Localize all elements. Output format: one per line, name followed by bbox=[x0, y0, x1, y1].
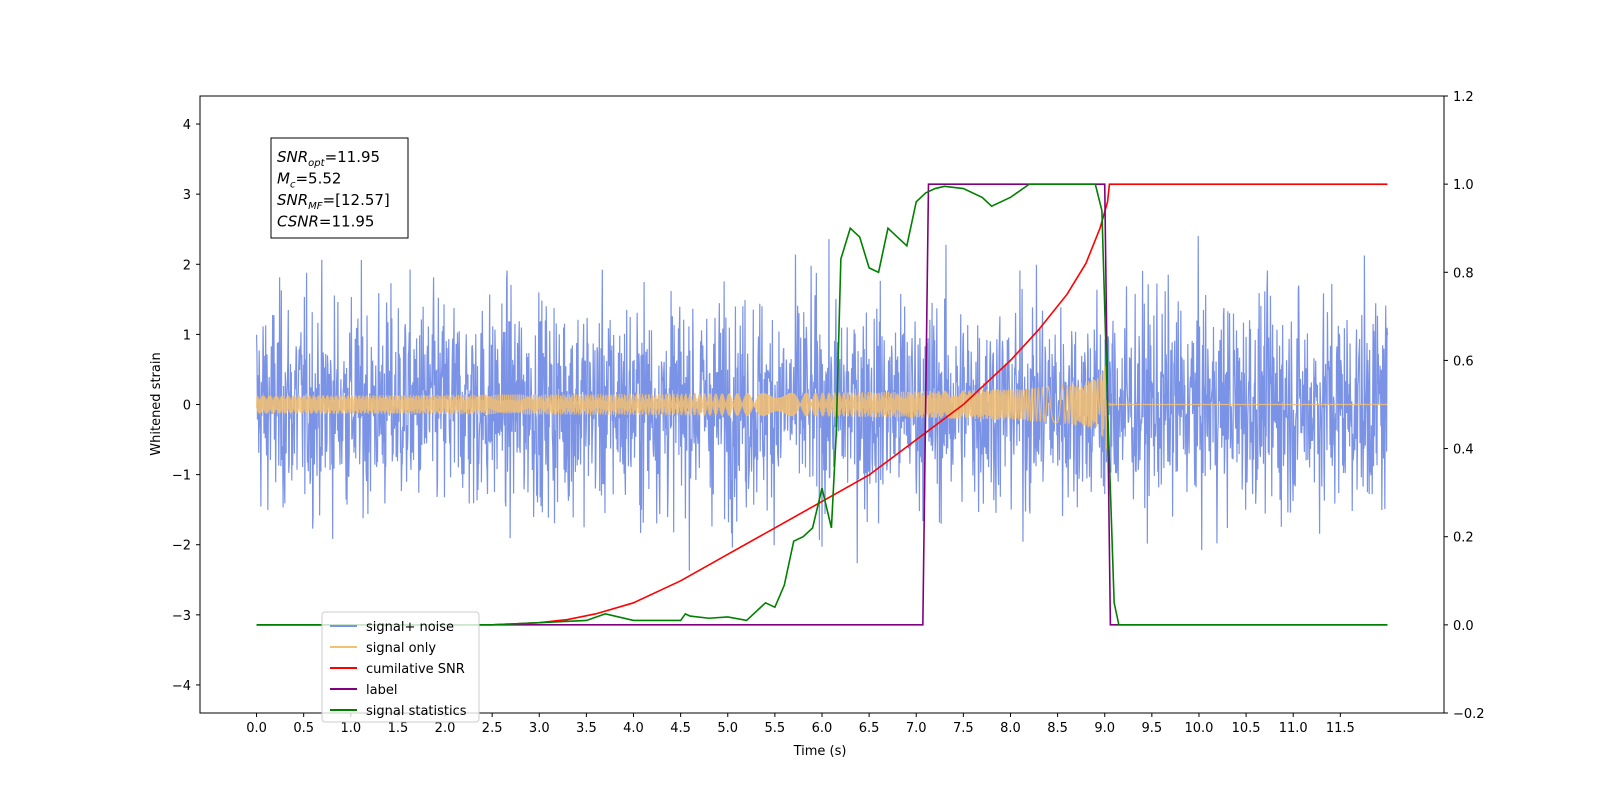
legend-label-signal-noise: signal+ noise bbox=[366, 620, 454, 635]
y-tick-label: −2 bbox=[172, 539, 191, 554]
stats-value: =11.95 bbox=[319, 213, 375, 231]
x-tick-label: 10.5 bbox=[1232, 721, 1261, 736]
stats-line: SNRopt=11.95 bbox=[277, 148, 380, 169]
y2-tick-label: 1.2 bbox=[1453, 90, 1474, 105]
x-tick-label: 9.5 bbox=[1142, 721, 1163, 736]
stats-value: =5.52 bbox=[295, 170, 341, 188]
x-tick-label: 11.0 bbox=[1279, 721, 1308, 736]
legend-label-cumilative-snr: cumilative SNR bbox=[366, 662, 465, 677]
x-tick-label: 1.5 bbox=[388, 721, 409, 736]
x-tick-label: 3.0 bbox=[529, 721, 550, 736]
stats-var: SNR bbox=[277, 148, 308, 166]
stats-line: Mc=5.52 bbox=[277, 170, 341, 191]
y-axis-left: −4 −3 −2 −1 0 1 2 3 4 bbox=[172, 118, 200, 694]
x-tick-label: 0.5 bbox=[293, 721, 314, 736]
x-axis: 0.0 0.5 1.0 1.5 2.0 2.5 3.0 3.5 4.0 4.5 5.0 5.5 6.0 6… bbox=[246, 713, 1355, 736]
x-tick-label: 11.5 bbox=[1326, 721, 1355, 736]
stats-sub: c bbox=[290, 180, 296, 191]
y-axis-right: −0.2 0.0 0.2 0.4 0.6 0.8 1.0 1.2 bbox=[1444, 90, 1485, 722]
x-tick-label: 5.5 bbox=[765, 721, 786, 736]
y2-tick-label: −0.2 bbox=[1453, 707, 1485, 722]
x-tick-label: 4.0 bbox=[623, 721, 644, 736]
x-tick-label: 10.0 bbox=[1184, 721, 1213, 736]
stats-sub: MF bbox=[308, 201, 323, 212]
x-tick-label: 9.0 bbox=[1094, 721, 1115, 736]
y2-tick-label: 0.0 bbox=[1453, 619, 1474, 634]
x-tick-label: 8.5 bbox=[1047, 721, 1068, 736]
x-tick-label: 6.0 bbox=[812, 721, 833, 736]
y2-tick-label: 0.6 bbox=[1453, 354, 1474, 369]
stats-box-frame bbox=[270, 137, 409, 239]
legend: signal+ noise signal only cumilative SNR la… bbox=[321, 611, 480, 723]
stats-var: SNR bbox=[277, 191, 308, 209]
x-tick-label: 0.0 bbox=[246, 721, 267, 736]
y2-tick-label: 1.0 bbox=[1453, 178, 1474, 193]
stats-line: SNRMF=[12.57] bbox=[277, 191, 390, 212]
x-tick-label: 8.0 bbox=[1000, 721, 1021, 736]
y-tick-label: 4 bbox=[183, 118, 191, 133]
y-tick-label: 1 bbox=[183, 328, 191, 343]
series-layer bbox=[255, 183, 1389, 626]
y-tick-label: 3 bbox=[183, 188, 191, 203]
x-tick-label: 2.0 bbox=[435, 721, 456, 736]
legend-label-signal-statistics: signal statistics bbox=[366, 704, 467, 719]
legend-label-signal-only: signal only bbox=[366, 641, 436, 656]
stats-var: M bbox=[277, 170, 290, 188]
series-signal-only bbox=[255, 364, 1388, 456]
legend-frame bbox=[321, 611, 480, 723]
x-tick-label: 4.5 bbox=[670, 721, 691, 736]
series-signal-noise bbox=[255, 235, 1389, 571]
series-signal-statistics bbox=[256, 183, 1388, 626]
y2-tick-label: 0.4 bbox=[1453, 443, 1474, 458]
y-tick-label: 0 bbox=[183, 399, 191, 414]
series-cumilative-snr bbox=[256, 183, 1388, 626]
stats-value: =11.95 bbox=[325, 148, 381, 166]
stats-line: CSNR=11.95 bbox=[277, 213, 374, 231]
x-tick-label: 2.5 bbox=[482, 721, 503, 736]
y-tick-label: −3 bbox=[172, 609, 191, 624]
x-tick-label: 5.0 bbox=[717, 721, 738, 736]
x-tick-label: 7.0 bbox=[906, 721, 927, 736]
y2-tick-label: 0.8 bbox=[1453, 266, 1474, 281]
stats-var: CSNR bbox=[277, 213, 319, 231]
x-tick-label: 3.5 bbox=[576, 721, 597, 736]
stats-box: SNRopt=11.95Mc=5.52SNRMF=[12.57]CSNR=11.… bbox=[270, 137, 409, 239]
legend-label-label: label bbox=[366, 683, 397, 698]
stats-sub: opt bbox=[308, 158, 325, 169]
y-tick-label: 2 bbox=[183, 258, 191, 273]
y-axis-label: Whitened strain bbox=[149, 352, 164, 455]
y2-tick-label: 0.2 bbox=[1453, 531, 1474, 546]
x-tick-label: 6.5 bbox=[859, 721, 880, 736]
x-axis-label: Time (s) bbox=[793, 744, 847, 759]
x-tick-label: 7.5 bbox=[953, 721, 974, 736]
y-tick-label: −1 bbox=[172, 469, 191, 484]
stats-value: =[12.57] bbox=[323, 191, 390, 209]
y-tick-label: −4 bbox=[172, 679, 191, 694]
x-tick-label: 1.0 bbox=[340, 721, 361, 736]
